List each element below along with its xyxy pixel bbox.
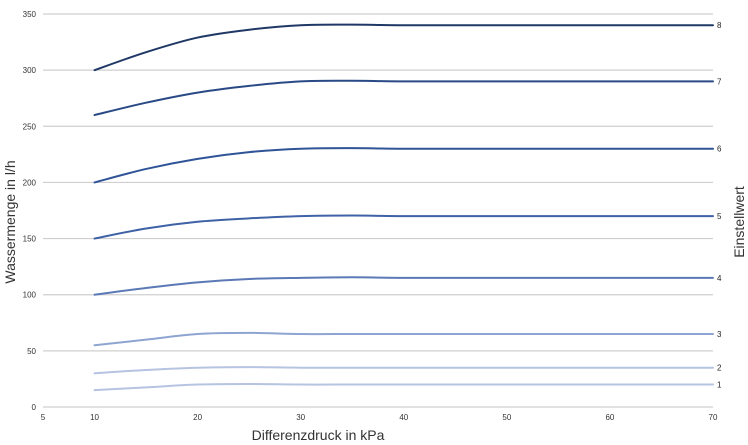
y-tick-label: 0	[32, 403, 37, 412]
series-line-6	[93, 147, 714, 184]
grid-lines	[43, 13, 713, 408]
series-line-7	[93, 79, 714, 117]
x-tick-label: 30	[296, 413, 305, 422]
x-tick-label: 50	[502, 413, 511, 422]
y-tick-labels: 0 50 100 150 200 250 300 350	[23, 10, 37, 412]
series-label-8: 8	[717, 21, 722, 30]
series-label-4: 4	[717, 274, 722, 283]
y-tick-label: 350	[23, 10, 37, 19]
series-label-5: 5	[717, 212, 722, 221]
x-tick-label: 40	[399, 413, 408, 422]
series-line-2	[93, 366, 714, 375]
x-tick-label: 20	[193, 413, 202, 422]
series-label-2: 2	[717, 364, 722, 373]
y-tick-label: 100	[23, 291, 37, 300]
series-label-3: 3	[717, 330, 722, 339]
series-lines	[93, 23, 714, 392]
x-tick-label: 70	[709, 413, 718, 422]
series-line-5	[93, 214, 714, 240]
series-line-4	[93, 276, 714, 296]
series-line-1	[93, 382, 714, 392]
series-line-8	[93, 23, 714, 72]
y-tick-label: 200	[23, 178, 37, 187]
series-labels: 1 2 3 4 5 6 7 8	[717, 21, 722, 389]
y2-axis-label: Einstellwert	[731, 186, 747, 258]
x-tick-label: 10	[90, 413, 99, 422]
series-label-1: 1	[717, 381, 722, 390]
y-tick-label: 250	[23, 122, 37, 131]
x-axis-label: Differenzdruck in kPa	[252, 427, 385, 443]
series-label-6: 6	[717, 145, 722, 154]
x-tick-label: 5	[41, 413, 46, 422]
series-label-7: 7	[717, 77, 722, 86]
y-tick-label: 300	[23, 66, 37, 75]
y-tick-label: 50	[27, 347, 36, 356]
x-tick-label: 60	[605, 413, 614, 422]
y-tick-label: 150	[23, 235, 37, 244]
x-tick-labels: 5 10 20 30 40 50 60 70	[41, 413, 718, 422]
series-line-3	[93, 331, 714, 347]
y-axis-label: Wassermenge in l/h	[2, 160, 18, 283]
